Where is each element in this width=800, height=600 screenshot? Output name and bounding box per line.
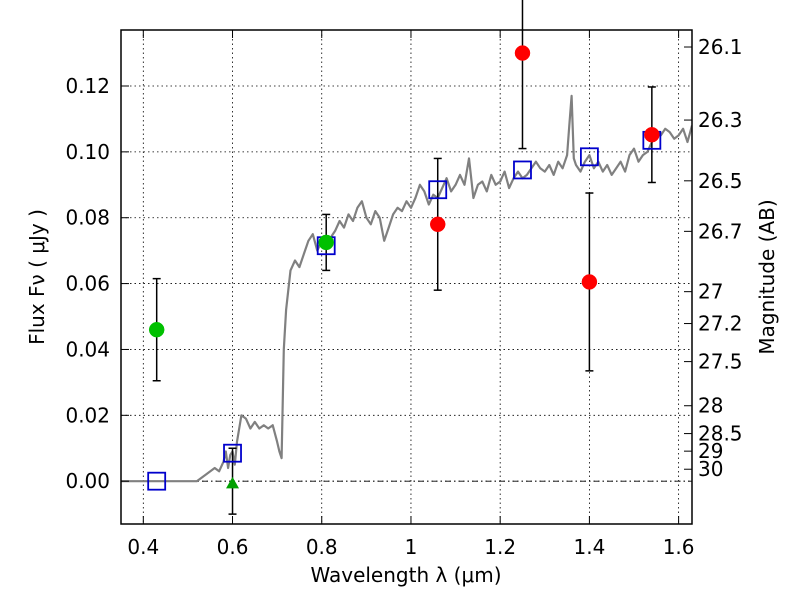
photometry-circle-marker: [318, 234, 334, 251]
photometry-circle-marker: [644, 126, 660, 143]
y-tick-labels: 0.00 0.02 0.04 0.06 0.08 0.10 0.12: [65, 74, 110, 493]
photometry-circle-marker: [581, 274, 598, 290]
spectrum-line: [121, 94, 692, 483]
y-tick-label: 0.00: [65, 469, 110, 493]
x-tick-label: 0.8: [306, 535, 338, 559]
y-tick-label: 0.04: [65, 337, 110, 361]
magnitude-tick-label: 28: [698, 394, 723, 418]
photometry-circle-marker: [148, 321, 165, 338]
magnitude-tick-label: 27.2: [698, 312, 743, 336]
x-tick-label: 1: [405, 535, 418, 559]
magnitude-tick-label: 30: [698, 457, 723, 481]
plot-frame: [120, 29, 693, 525]
model-square-marker: [513, 160, 532, 180]
x-axis-label: Wavelength λ (μm): [310, 563, 501, 587]
magnitude-tick-label: 26.5: [698, 169, 743, 193]
y-tick-label: 0.08: [65, 206, 110, 230]
magnitude-tick-label: 28.5: [698, 422, 743, 446]
y-tick-label: 0.10: [65, 140, 110, 164]
model-square-marker: [223, 443, 242, 463]
model-square-marker: [428, 180, 448, 200]
photometry-circle-marker: [514, 45, 531, 61]
photometry-circle-marker: [429, 216, 446, 233]
x-tick-labels: 0.4 0.6 0.8 1 1.2 1.4 1.6: [127, 535, 694, 559]
y-tick-label: 0.02: [65, 403, 110, 427]
upper-limit-triangle-marker: [226, 476, 240, 489]
magnitude-tick-label: 27: [698, 280, 723, 304]
model-spectrum: [121, 94, 692, 483]
y-axis-label: Flux Fν ( μJy ): [25, 209, 49, 345]
y-tick-label: 0.06: [65, 272, 110, 296]
x-tick-label: 1.6: [663, 535, 695, 559]
x-tick-label: 1.4: [573, 535, 605, 559]
x-tick-label: 0.4: [127, 535, 159, 559]
y-tick-label: 0.12: [65, 74, 110, 98]
x-tick-label: 0.6: [217, 535, 249, 559]
magnitude-tick-label: 27.5: [698, 350, 743, 374]
axis-ticks: [121, 30, 692, 524]
magnitude-tick-label: 26.1: [698, 35, 743, 59]
x-tick-label: 1.2: [484, 535, 516, 559]
magnitude-tick-label: 26.7: [698, 219, 743, 243]
magnitude-tick-label: 29: [698, 439, 723, 463]
magnitude-axis-label: Magnitude (AB): [755, 199, 779, 354]
data-markers: [147, 45, 662, 491]
model-square-marker: [147, 471, 167, 491]
plot-area: [121, 0, 692, 515]
model-square-marker: [579, 147, 599, 167]
magnitude-tick-label: 26.3: [698, 108, 743, 132]
